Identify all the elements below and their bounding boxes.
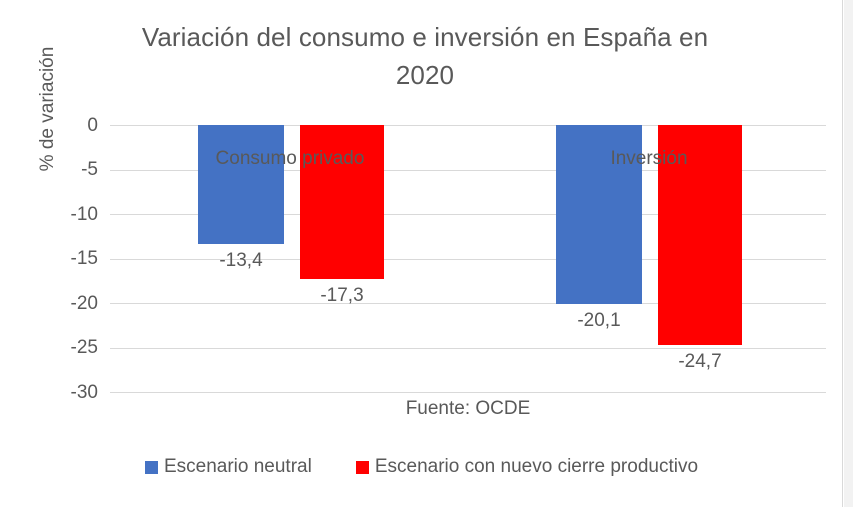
legend-label: Escenario neutral: [163, 456, 312, 477]
legend-item-escenario-cierre-productivo[interactable]: Escenario con nuevo cierre productivo: [355, 456, 699, 478]
bar-consumo-privado-cierre[interactable]: [300, 125, 384, 279]
legend-item-escenario-neutral[interactable]: Escenario neutral: [144, 456, 312, 478]
category-label-inversion: Inversión: [610, 148, 688, 169]
chart-title-line-2: 2020: [395, 60, 455, 90]
legend-swatch-icon: [355, 460, 369, 474]
legend-swatch-icon: [144, 460, 158, 474]
legend-label: Escenario con nuevo cierre productivo: [374, 456, 699, 477]
gridline: [110, 303, 826, 304]
bar-consumo-privado-neutral[interactable]: [198, 125, 284, 245]
chart-title: Variación del consumo e inversión en Esp…: [60, 18, 790, 94]
y-tick-label: -25: [70, 337, 98, 358]
bar-value-inversion-cierre: -24,7: [678, 351, 722, 372]
category-label-consumo-privado: Consumo privado: [215, 148, 365, 169]
chart-legend: Escenario neutral Escenario con nuevo ci…: [0, 456, 843, 478]
gridline-zero: [110, 125, 826, 126]
bar-value-consumo-privado-neutral: -13,4: [219, 250, 263, 271]
y-tick-label: -30: [70, 382, 98, 403]
gridline: [110, 258, 826, 260]
x-axis-title: Fuente: OCDE: [405, 398, 531, 419]
gridline: [110, 169, 826, 171]
bar-inversion-cierre[interactable]: [658, 125, 742, 345]
bar-value-consumo-privado-cierre: -17,3: [320, 285, 364, 306]
y-tick-label: 0: [87, 115, 98, 136]
gridline: [110, 347, 826, 349]
plot-area: Consumo privado -13,4 -17,3 Inversión -2…: [110, 125, 826, 393]
y-tick-label: -20: [70, 293, 98, 314]
gridline: [110, 214, 826, 215]
bar-value-inversion-neutral: -20,1: [577, 310, 621, 331]
chart-title-line-1: Variación del consumo e inversión en Esp…: [141, 22, 709, 52]
y-tick-label: -10: [70, 204, 98, 225]
gridline: [110, 392, 826, 393]
y-tick-label: -5: [81, 159, 98, 180]
bar-inversion-neutral[interactable]: [556, 125, 642, 304]
y-tick-label: -15: [70, 248, 98, 269]
outer-gutter: [844, 0, 853, 507]
